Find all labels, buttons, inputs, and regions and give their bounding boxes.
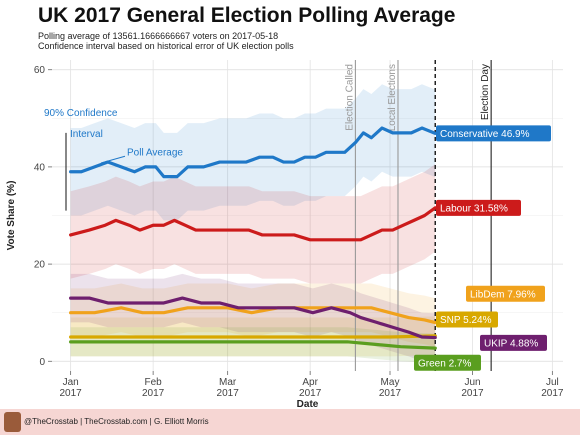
confidence-band: [70, 283, 436, 347]
x-tick-label: Feb: [145, 377, 163, 388]
y-tick-label: 60: [34, 65, 46, 76]
x-tick-label: Jun: [464, 377, 480, 388]
end-label-box: [414, 354, 481, 371]
x-tick-year: 2017: [142, 388, 165, 399]
event-label: Local Elections: [387, 64, 398, 131]
series-line: [69, 334, 437, 339]
y-tick-label: 40: [34, 162, 46, 173]
x-tick-year: 2017: [379, 388, 402, 399]
end-label-text: Conservative 46.9%: [440, 129, 530, 140]
ci-annotation-line1: 90% Confidence: [44, 108, 118, 119]
chart-subtitle-sample: Polling average of 13561.1666666667 vote…: [38, 31, 279, 41]
x-axis-title: Date: [297, 399, 319, 409]
x-tick-label: Jul: [546, 377, 559, 388]
end-label-text: Green 2.7%: [418, 358, 471, 369]
x-tick-year: 2017: [217, 388, 240, 399]
ci-annotation-line2: Interval: [70, 129, 103, 140]
chart-subtitle-ci: Confidence interval based on historical …: [38, 41, 294, 51]
end-label-box: [466, 285, 545, 302]
event-label: Election Day: [480, 64, 491, 120]
series-line: [69, 206, 437, 242]
x-tick-label: May: [381, 377, 400, 388]
end-label-text: LibDem 7.96%: [470, 289, 536, 300]
poll-average-annotation: Poll Average: [127, 148, 183, 159]
x-tick-year: 2017: [60, 388, 83, 399]
footer-bar: @TheCrosstab | TheCrosstab.com | G. Elli…: [0, 409, 580, 435]
x-tick-year: 2017: [299, 388, 322, 399]
x-tick-label: Jan: [63, 377, 79, 388]
confidence-band: [70, 84, 436, 221]
series-line: [69, 126, 437, 179]
x-tick-year: 2017: [541, 388, 564, 399]
end-label-box: [436, 125, 551, 142]
series-line: [69, 296, 437, 340]
series-line: [69, 306, 437, 325]
avatar-icon: [4, 412, 21, 432]
x-tick-year: 2017: [461, 388, 484, 399]
series-line: [69, 340, 437, 350]
confidence-band: [70, 273, 436, 362]
event-label: Election Called: [344, 64, 355, 131]
y-tick-label: 0: [39, 357, 45, 368]
chart-title: UK 2017 General Election Polling Average: [38, 4, 456, 27]
polling-chart: Election Called Local Elections Election D…: [6, 60, 564, 409]
end-label-text: Labour 31.58%: [440, 203, 508, 214]
x-tick-label: Mar: [219, 377, 237, 388]
y-axis-title: Vote Share (%): [6, 181, 17, 251]
end-label-text: SNP 5.24%: [440, 315, 492, 326]
end-label-box: [436, 199, 521, 216]
poll-average-pointer: [100, 155, 126, 164]
confidence-band: [70, 164, 436, 284]
footer-credit: @TheCrosstab | TheCrosstab.com | G. Elli…: [24, 417, 209, 426]
y-tick-label: 20: [34, 260, 46, 271]
end-label-box: [436, 311, 498, 328]
end-label-text: UKIP 4.88%: [484, 338, 538, 349]
x-tick-label: Apr: [302, 377, 318, 388]
end-label-box: [480, 334, 547, 351]
